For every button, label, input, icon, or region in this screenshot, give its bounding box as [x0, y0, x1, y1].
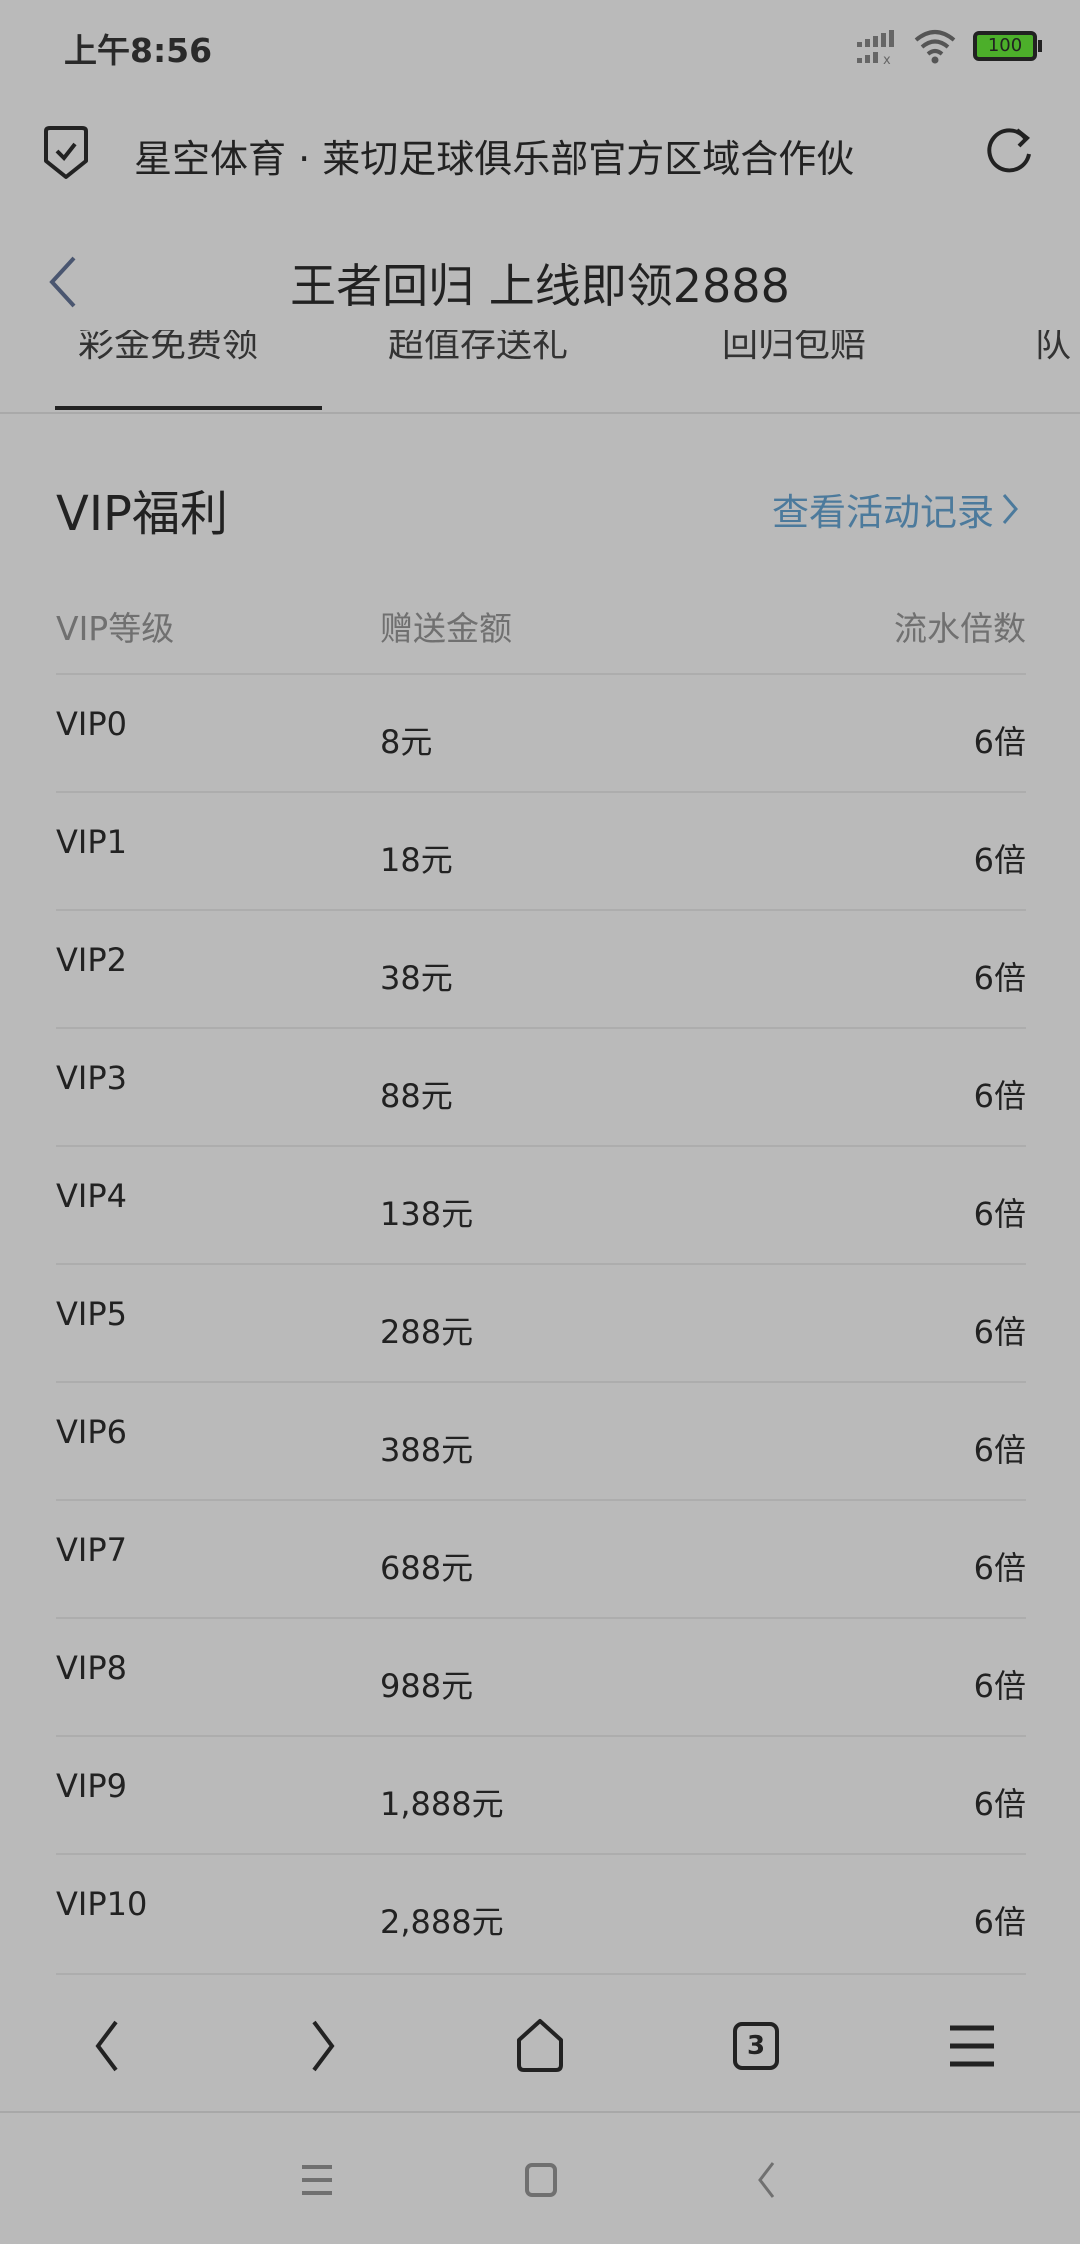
bonus-amount: 2,888元 [380, 1903, 504, 1941]
tab-deposit-gift[interactable]: 超值存送礼 [388, 330, 568, 368]
table-row: VIP1 18元 6倍 [56, 791, 1026, 909]
battery-icon: 100 [973, 31, 1037, 61]
bonus-amount: 688元 [380, 1549, 474, 1587]
back-icon[interactable] [44, 254, 80, 310]
turnover-multiple: 6倍 [973, 1313, 1026, 1351]
vip-level: VIP2 [56, 941, 127, 979]
turnover-multiple: 6倍 [973, 841, 1026, 879]
view-records-link[interactable]: 查看活动记录 [772, 482, 1020, 536]
table-row: VIP9 1,888元 6倍 [56, 1735, 1026, 1853]
vip-level: VIP3 [56, 1059, 127, 1097]
status-bar: 上午8:56 x 100 [0, 0, 1080, 95]
table-row: VIP5 288元 6倍 [56, 1263, 1026, 1381]
browser-tabs-button[interactable]: 3 [721, 2011, 791, 2081]
vip-level: VIP1 [56, 823, 127, 861]
turnover-multiple: 6倍 [973, 1785, 1026, 1823]
recent-apps-icon[interactable] [300, 2164, 334, 2196]
vip-level: VIP6 [56, 1413, 127, 1451]
turnover-multiple: 6倍 [973, 1903, 1026, 1941]
chevron-right-icon [1002, 494, 1018, 524]
system-back-icon[interactable] [755, 2160, 777, 2200]
bonus-amount: 18元 [380, 841, 453, 879]
bonus-amount: 288元 [380, 1313, 474, 1351]
chevron-right-icon [312, 2020, 335, 2072]
link-label: 查看活动记录 [772, 491, 994, 534]
tab-bonus[interactable]: 彩金免费领 [78, 330, 258, 368]
table-row: VIP4 138元 6倍 [56, 1145, 1026, 1263]
home-square-icon[interactable] [524, 2162, 558, 2198]
vip-level: VIP4 [56, 1177, 127, 1215]
section-title: VIP福利 [56, 486, 228, 542]
tab-return[interactable]: 回归包赔 [722, 330, 866, 368]
signal-icon: x [857, 30, 894, 66]
divider [0, 412, 1080, 414]
turnover-multiple: 6倍 [973, 1667, 1026, 1705]
tabs-count-icon: 3 [733, 2022, 779, 2070]
table-row: VIP8 988元 6倍 [56, 1617, 1026, 1735]
column-header-amount: 赠送金额 [380, 609, 512, 648]
vip-level: VIP0 [56, 705, 127, 743]
vip-level: VIP8 [56, 1649, 127, 1687]
tab-more[interactable]: 队 [1035, 330, 1071, 368]
bonus-amount: 8元 [380, 723, 433, 761]
tab-label: 超值存送礼 [388, 330, 569, 365]
browser-home-button[interactable] [505, 2011, 575, 2081]
header-title: 王者回归 上线即领2888 [290, 259, 790, 313]
status-time: 上午8:56 [64, 31, 213, 70]
bonus-amount: 1,888元 [380, 1785, 504, 1823]
browser-back-button[interactable] [72, 2011, 142, 2081]
browser-forward-button[interactable] [288, 2011, 358, 2081]
battery-tip [1038, 40, 1042, 52]
divider [56, 1973, 1026, 1975]
turnover-multiple: 6倍 [973, 1549, 1026, 1587]
table-row: VIP10 2,888元 6倍 [56, 1853, 1026, 1971]
svg-text:x: x [883, 53, 891, 66]
bonus-amount: 88元 [380, 1077, 453, 1115]
chevron-left-icon [95, 2020, 118, 2072]
active-tab-indicator [55, 406, 322, 410]
table-row: VIP3 88元 6倍 [56, 1027, 1026, 1145]
page-title-url[interactable]: 星空体育 · 莱切足球俱乐部官方区域合作伙 [134, 137, 855, 181]
tab-label: 队 [1035, 330, 1072, 365]
browser-menu-button[interactable] [937, 2011, 1007, 2081]
system-navigation-bar [0, 2114, 1080, 2244]
turnover-multiple: 6倍 [973, 1431, 1026, 1469]
bonus-amount: 988元 [380, 1667, 474, 1705]
vip-level: VIP7 [56, 1531, 127, 1569]
table-row: VIP6 388元 6倍 [56, 1381, 1026, 1499]
bonus-amount: 38元 [380, 959, 453, 997]
turnover-multiple: 6倍 [973, 1195, 1026, 1233]
tab-label: 回归包赔 [722, 330, 867, 365]
table-row: VIP0 8元 6倍 [56, 673, 1026, 791]
vip-level: VIP10 [56, 1885, 148, 1923]
table-row: VIP7 688元 6倍 [56, 1499, 1026, 1617]
tab-label: 彩金免费领 [78, 330, 259, 365]
refresh-icon[interactable] [985, 124, 1035, 176]
home-icon [517, 2019, 563, 2072]
bonus-amount: 388元 [380, 1431, 474, 1469]
column-header-multiple: 流水倍数 [894, 609, 1026, 648]
url-bar[interactable] [0, 95, 1080, 210]
shield-check-icon[interactable] [42, 125, 90, 181]
wifi-icon [914, 30, 956, 64]
menu-icon [950, 2025, 994, 2067]
bonus-amount: 138元 [380, 1195, 474, 1233]
browser-toolbar: 3 [0, 1976, 1080, 2113]
vip-level: VIP9 [56, 1767, 127, 1805]
turnover-multiple: 6倍 [973, 959, 1026, 997]
turnover-multiple: 6倍 [973, 723, 1026, 761]
column-header-level: VIP等级 [56, 609, 175, 648]
turnover-multiple: 6倍 [973, 1077, 1026, 1115]
table-row: VIP2 38元 6倍 [56, 909, 1026, 1027]
vip-level: VIP5 [56, 1295, 127, 1333]
